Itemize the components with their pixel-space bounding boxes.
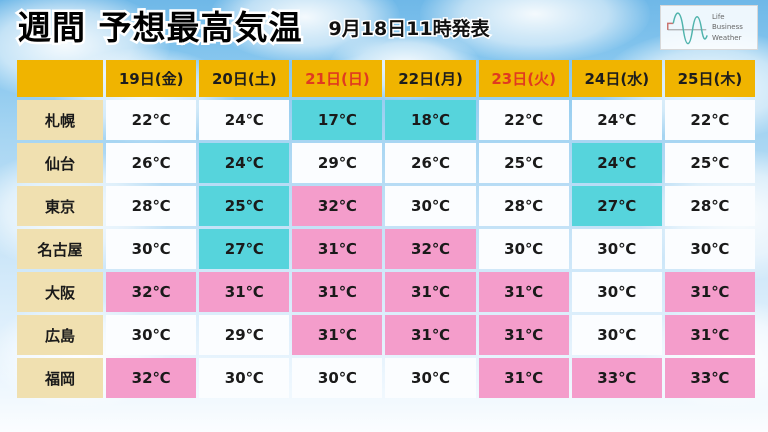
temperature-cell: 24℃ bbox=[199, 143, 290, 183]
column-header-day-5: 23日(火) bbox=[478, 60, 569, 97]
logo-wordmark: Life Business Weather bbox=[712, 12, 743, 42]
logo-line-2: Business bbox=[712, 23, 743, 32]
temperature-cell: 17℃ bbox=[292, 100, 383, 140]
temperature-cell: 26℃ bbox=[106, 143, 197, 183]
logo-line-3: Weather bbox=[712, 33, 742, 42]
table-row: 東京 28℃ 25℃ 32℃ 30℃ 28℃ 27℃ 28℃ bbox=[17, 186, 755, 226]
temperature-cell: 25℃ bbox=[478, 143, 569, 183]
temperature-cell: 31℃ bbox=[478, 315, 569, 355]
temperature-cell: 30℃ bbox=[199, 358, 290, 398]
temperature-cell: 30℃ bbox=[664, 229, 755, 269]
temperature-cell: 28℃ bbox=[664, 186, 755, 226]
table-row: 大阪 32℃ 31℃ 31℃ 31℃ 31℃ 30℃ 31℃ bbox=[17, 272, 755, 312]
temperature-cell: 30℃ bbox=[571, 315, 662, 355]
temperature-cell: 31℃ bbox=[664, 315, 755, 355]
temperature-cell: 31℃ bbox=[292, 315, 383, 355]
forecast-table-container: 19日(金) 20日(土) 21日(日) 22日(月) 23日(火) 24日(水) 25日(… bbox=[14, 57, 758, 401]
temperature-cell: 24℃ bbox=[199, 100, 290, 140]
city-label-広島: 広島 bbox=[17, 315, 104, 355]
column-header-day-2: 20日(土) bbox=[199, 60, 290, 97]
temperature-cell: 28℃ bbox=[106, 186, 197, 226]
temperature-cell: 31℃ bbox=[478, 272, 569, 312]
temperature-cell: 31℃ bbox=[292, 229, 383, 269]
city-label-名古屋: 名古屋 bbox=[17, 229, 104, 269]
temperature-cell: 30℃ bbox=[385, 186, 476, 226]
temperature-cell: 33℃ bbox=[664, 358, 755, 398]
publish-timestamp: 9月18日11時発表 bbox=[327, 17, 491, 42]
temperature-cell: 30℃ bbox=[292, 358, 383, 398]
table-row: 名古屋 30℃ 27℃ 31℃ 32℃ 30℃ 30℃ 30℃ bbox=[17, 229, 755, 269]
table-row: 仙台 26℃ 24℃ 29℃ 26℃ 25℃ 24℃ 25℃ bbox=[17, 143, 755, 183]
temperature-cell: 29℃ bbox=[292, 143, 383, 183]
temperature-cell: 30℃ bbox=[571, 229, 662, 269]
logo-line-1: Life bbox=[712, 13, 725, 22]
table-row: 広島 30℃ 29℃ 31℃ 31℃ 31℃ 30℃ 31℃ bbox=[17, 315, 755, 355]
table-row: 福岡 32℃ 30℃ 30℃ 30℃ 31℃ 33℃ 33℃ bbox=[17, 358, 755, 398]
city-label-札幌: 札幌 bbox=[17, 100, 104, 140]
city-label-大阪: 大阪 bbox=[17, 272, 104, 312]
table-body: 札幌 22℃ 24℃ 17℃ 18℃ 22℃ 24℃ 22℃ 仙台 26℃ 24℃ 29℃ 26℃ 25℃… bbox=[17, 100, 755, 398]
temperature-cell: 28℃ bbox=[478, 186, 569, 226]
temperature-cell: 33℃ bbox=[571, 358, 662, 398]
temperature-cell: 22℃ bbox=[106, 100, 197, 140]
temperature-cell: 24℃ bbox=[571, 100, 662, 140]
temperature-cell: 22℃ bbox=[664, 100, 755, 140]
temperature-cell: 25℃ bbox=[664, 143, 755, 183]
column-header-day-4: 22日(月) bbox=[385, 60, 476, 97]
temperature-cell: 18℃ bbox=[385, 100, 476, 140]
column-header-day-3: 21日(日) bbox=[292, 60, 383, 97]
temperature-cell: 30℃ bbox=[478, 229, 569, 269]
temperature-cell: 27℃ bbox=[571, 186, 662, 226]
temperature-cell: 24℃ bbox=[571, 143, 662, 183]
temperature-cell: 31℃ bbox=[292, 272, 383, 312]
city-label-福岡: 福岡 bbox=[17, 358, 104, 398]
header-bar: 週間 予想最高気温 9月18日11時発表 bbox=[0, 0, 768, 55]
column-header-day-6: 24日(水) bbox=[571, 60, 662, 97]
column-header-day-7: 25日(木) bbox=[664, 60, 755, 97]
temperature-cell: 32℃ bbox=[292, 186, 383, 226]
temperature-cell: 30℃ bbox=[106, 315, 197, 355]
temperature-cell: 30℃ bbox=[571, 272, 662, 312]
temperature-cell: 25℃ bbox=[199, 186, 290, 226]
table-row: 札幌 22℃ 24℃ 17℃ 18℃ 22℃ 24℃ 22℃ bbox=[17, 100, 755, 140]
temperature-cell: 26℃ bbox=[385, 143, 476, 183]
column-header-day-1: 19日(金) bbox=[106, 60, 197, 97]
city-label-仙台: 仙台 bbox=[17, 143, 104, 183]
weekly-max-temperature-table: 19日(金) 20日(土) 21日(日) 22日(月) 23日(火) 24日(水) 25日(… bbox=[14, 57, 758, 401]
temperature-cell: 31℃ bbox=[478, 358, 569, 398]
header-row: 19日(金) 20日(土) 21日(日) 22日(月) 23日(火) 24日(水) 25日(… bbox=[17, 60, 755, 97]
temperature-cell: 31℃ bbox=[385, 272, 476, 312]
temperature-cell: 30℃ bbox=[106, 229, 197, 269]
temperature-cell: 32℃ bbox=[106, 358, 197, 398]
brand-logo: Life Business Weather bbox=[660, 5, 758, 50]
page-title: 週間 予想最高気温 bbox=[16, 8, 304, 47]
temperature-cell: 30℃ bbox=[385, 358, 476, 398]
temperature-cell: 32℃ bbox=[106, 272, 197, 312]
temperature-cell: 31℃ bbox=[664, 272, 755, 312]
table-corner-cell bbox=[17, 60, 104, 97]
temperature-cell: 31℃ bbox=[385, 315, 476, 355]
temperature-cell: 29℃ bbox=[199, 315, 290, 355]
wave-chart-icon bbox=[667, 11, 708, 44]
temperature-cell: 31℃ bbox=[199, 272, 290, 312]
temperature-cell: 32℃ bbox=[385, 229, 476, 269]
temperature-cell: 22℃ bbox=[478, 100, 569, 140]
temperature-cell: 27℃ bbox=[199, 229, 290, 269]
table-header: 19日(金) 20日(土) 21日(日) 22日(月) 23日(火) 24日(水) 25日(… bbox=[17, 60, 755, 97]
city-label-東京: 東京 bbox=[17, 186, 104, 226]
